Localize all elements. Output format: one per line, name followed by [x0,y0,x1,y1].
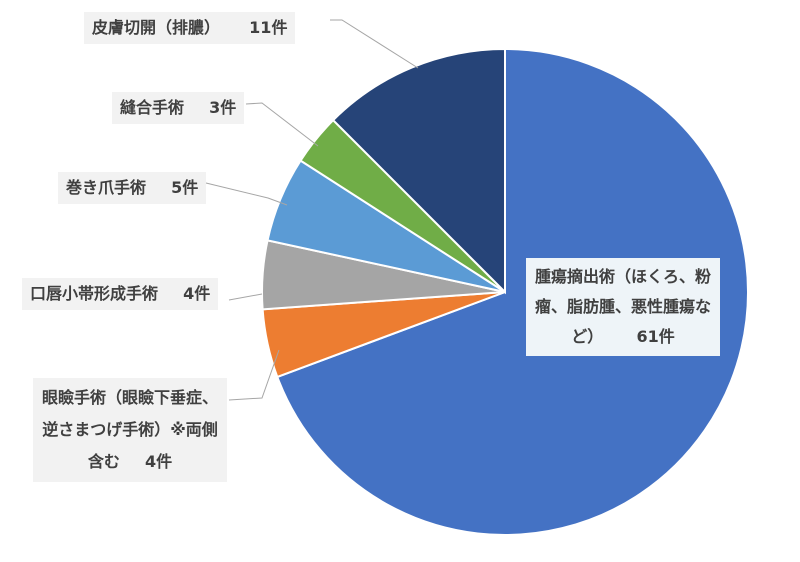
label-value: 4件 [145,452,173,471]
label-value: 11件 [249,18,288,37]
label-name: 巻き爪手術 [66,178,147,197]
leader-line-eyelid [228,349,280,401]
label-name: 腫瘍摘出術（ほくろ、粉瘤、脂肪腫、悪性腫瘍など） [534,267,711,346]
data-label-suture: 縫合手術 3件 [112,92,245,124]
data-label-eyelid-surgery: 眼瞼手術（眼瞼下垂症、逆さまつげ手術）※両側含む 4件 [33,378,227,482]
label-name: 眼瞼手術（眼瞼下垂症、逆さまつげ手術）※両側含む [41,388,218,471]
leader-lines [205,19,419,401]
data-label-tumor-excision: 腫瘍摘出術（ほくろ、粉瘤、脂肪腫、悪性腫瘍など） 61件 [526,258,720,356]
data-label-skin-incision: 皮膚切開（排膿） 11件 [84,12,296,44]
label-value: 3件 [209,98,237,117]
leader-line-lip [228,293,263,301]
pie-slice-skin-incision [331,47,506,295]
pie-slice-tumor-excision [276,47,749,536]
data-label-ingrown-nail: 巻き爪手術 5件 [58,172,207,204]
leader-line-suture [245,102,319,147]
label-value: 61件 [636,327,675,346]
pie-slices [261,47,749,536]
label-value: 5件 [171,178,199,197]
leader-line-incision [330,19,419,69]
label-value: 4件 [183,284,211,303]
data-label-lip-frenulum: 口唇小帯形成手術 4件 [22,278,219,310]
label-name: 縫合手術 [120,98,185,117]
label-name: 皮膚切開（排膿） [92,18,221,37]
leader-line-nail [205,182,288,206]
label-name: 口唇小帯形成手術 [30,284,159,303]
